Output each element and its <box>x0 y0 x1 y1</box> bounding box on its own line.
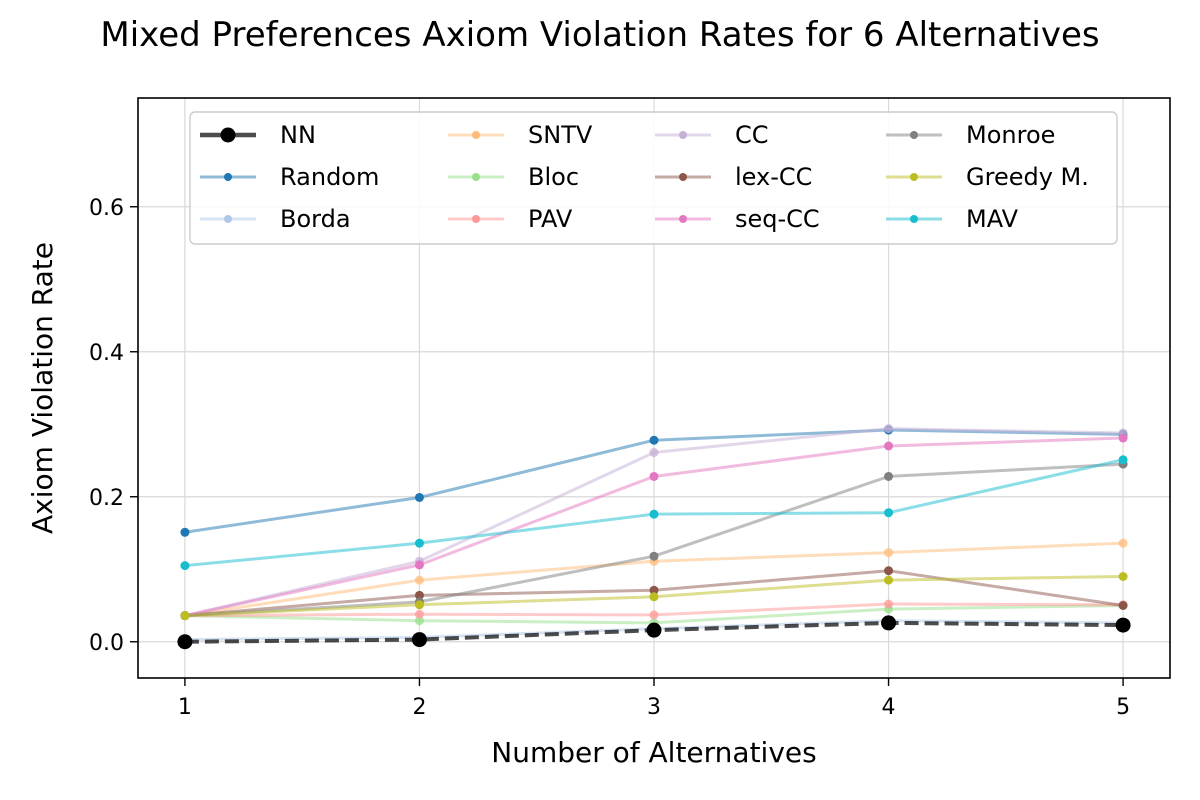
legend-swatch-marker <box>224 215 232 223</box>
data-point <box>180 527 190 537</box>
data-point <box>884 575 894 585</box>
data-point <box>884 471 894 481</box>
legend-label: Greedy M. <box>966 163 1089 191</box>
data-point <box>1118 433 1128 443</box>
data-point <box>414 538 424 548</box>
legend: NN Random Borda SNTV Bloc PAV CC lex-CC seq-CC Mo… <box>189 111 1118 245</box>
data-point <box>646 622 662 638</box>
data-point <box>414 492 424 502</box>
data-point <box>177 634 193 650</box>
legend-frame <box>189 111 1118 245</box>
data-point <box>649 509 659 519</box>
data-point <box>649 610 659 620</box>
legend-item: lex-CC <box>655 163 812 191</box>
legend-label: CC <box>735 121 769 149</box>
data-point <box>649 592 659 602</box>
legend-swatch-marker <box>472 215 480 223</box>
legend-swatch-marker <box>472 173 480 181</box>
y-tick-label: 0.2 <box>89 486 124 511</box>
legend-item: NN <box>200 121 316 149</box>
y-tick-label: 0.4 <box>89 341 124 366</box>
data-point <box>414 609 424 619</box>
data-point <box>649 471 659 481</box>
legend-label: Bloc <box>528 163 579 191</box>
y-tick-label: 0.6 <box>89 196 124 221</box>
y-tick-label: 0.0 <box>89 631 124 656</box>
data-point <box>414 560 424 570</box>
series-mav <box>180 455 1128 571</box>
data-point <box>649 435 659 445</box>
data-point <box>1118 538 1128 548</box>
y-axis-label: Axiom Violation Rate <box>26 242 59 534</box>
data-point <box>1118 572 1128 581</box>
y-axis-ticks: 0.0 0.2 0.4 0.6 <box>89 196 138 656</box>
legend-item: CC <box>655 121 769 149</box>
legend-label: Borda <box>280 205 351 233</box>
legend-item: SNTV <box>448 121 593 149</box>
x-axis-label: Number of Alternatives <box>491 736 816 769</box>
data-point <box>649 448 659 458</box>
legend-item: Random <box>200 163 379 191</box>
legend-label: lex-CC <box>735 163 812 191</box>
legend-item: seq-CC <box>655 205 820 233</box>
data-point <box>881 615 897 631</box>
series-greedy-m <box>180 572 1128 621</box>
data-point <box>180 611 190 621</box>
legend-item: Greedy M. <box>886 163 1089 191</box>
legend-label: MAV <box>966 205 1019 233</box>
legend-label: seq-CC <box>735 205 820 233</box>
x-tick-label: 3 <box>647 695 661 720</box>
legend-swatch-marker <box>679 131 687 139</box>
legend-swatch-marker <box>224 173 232 181</box>
x-tick-label: 4 <box>882 695 896 720</box>
legend-item: Borda <box>200 205 351 233</box>
data-point <box>414 575 424 585</box>
data-point <box>884 441 894 451</box>
x-tick-label: 1 <box>178 695 192 720</box>
legend-label: Random <box>280 163 379 191</box>
legend-item: PAV <box>448 205 573 233</box>
legend-item: Monroe <box>886 121 1055 149</box>
legend-swatch-marker <box>679 173 687 181</box>
x-tick-label: 5 <box>1116 695 1130 720</box>
data-point <box>414 600 424 610</box>
legend-swatch-marker <box>910 215 918 223</box>
legend-label: PAV <box>528 205 573 233</box>
x-tick-label: 2 <box>412 695 426 720</box>
data-point <box>649 585 659 595</box>
series-lex-cc <box>180 566 1128 621</box>
data-point <box>884 599 894 609</box>
legend-swatch-marker <box>910 131 918 139</box>
data-point <box>884 424 894 434</box>
legend-swatch-marker <box>679 215 687 223</box>
data-point <box>1115 617 1131 633</box>
series-layer <box>177 424 1131 650</box>
data-point <box>180 561 190 571</box>
legend-swatch-marker <box>910 173 918 181</box>
chart-title: Mixed Preferences Axiom Violation Rates … <box>100 15 1099 55</box>
data-point <box>1118 601 1128 610</box>
x-axis-ticks: 1 2 3 4 5 <box>178 678 1130 720</box>
data-point <box>884 566 894 576</box>
legend-label: NN <box>280 121 316 149</box>
data-point <box>411 632 427 648</box>
data-point <box>649 551 659 561</box>
legend-swatch-marker <box>472 131 480 139</box>
data-point <box>414 616 424 626</box>
legend-label: Monroe <box>966 121 1055 149</box>
data-point <box>884 548 894 558</box>
data-point <box>414 590 424 600</box>
data-point <box>884 508 894 518</box>
legend-label: SNTV <box>528 121 593 149</box>
legend-item: MAV <box>886 205 1019 233</box>
legend-swatch-marker <box>220 127 236 143</box>
data-point <box>1118 455 1128 465</box>
series-nn <box>177 615 1131 650</box>
legend-item: Bloc <box>448 163 579 191</box>
